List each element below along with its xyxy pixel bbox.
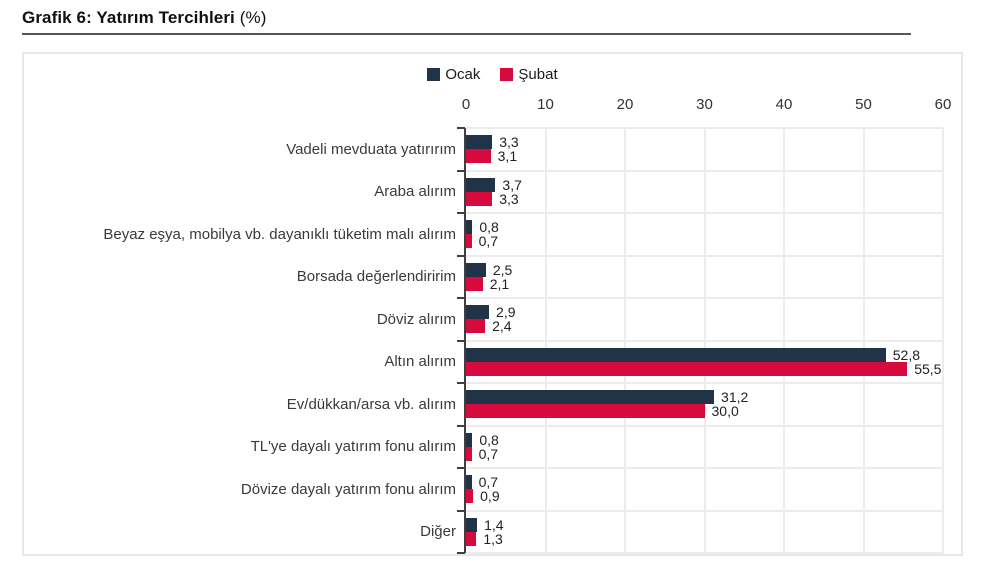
value-label: 3,1: [497, 148, 518, 165]
gridline-horizontal: [466, 127, 943, 129]
gridline-horizontal: [466, 424, 943, 427]
value-label: 52,8: [892, 346, 920, 363]
x-axis-tick-label: 30: [696, 96, 713, 113]
gridline-horizontal: [466, 382, 943, 384]
bar-subat: [466, 276, 483, 291]
category-label: Dövize dayalı yatırım fonu alırım: [240, 480, 456, 498]
bar-ocak: [466, 177, 496, 192]
x-axis-tick-label: 20: [616, 96, 634, 113]
value-label: 2,5: [492, 261, 513, 278]
bar-ocak: [466, 347, 886, 362]
value-label: 0,7: [478, 474, 499, 491]
bar-subat: [466, 404, 705, 419]
gridline-horizontal: [466, 254, 943, 257]
y-axis-tick: [457, 297, 465, 299]
value-label: 0,7: [478, 445, 499, 462]
y-axis-tick: [457, 509, 465, 512]
bar-subat: [466, 149, 491, 164]
category-label: Altın alırım: [384, 353, 456, 371]
plot-area: 3,3 3,1 3,7 3,3 0,8 0,7 2,5 2,1 2,9 2,4 52,8 55,5 31…: [457, 127, 944, 554]
bar-ocak: [466, 475, 472, 490]
y-axis-tick: [457, 467, 465, 469]
bar-subat: [466, 489, 474, 504]
x-axis-tick-label: 60: [934, 96, 952, 113]
category-label: Araba alırım: [374, 183, 456, 201]
bar-ocak: [466, 220, 473, 235]
value-label: 0,8: [479, 431, 499, 448]
category-label: Ev/dükkan/arsa vb. alırım: [286, 395, 456, 413]
title-underline: [22, 33, 911, 35]
bar-ocak: [466, 305, 490, 320]
value-label: 2,1: [489, 275, 510, 292]
y-axis-tick: [457, 424, 465, 427]
legend: Ocak Şubat: [24, 66, 961, 83]
bar-subat: [466, 446, 472, 461]
chart-title-main: Grafik 6: Yatırım Tercihleri: [22, 8, 235, 27]
gridline-horizontal: [466, 509, 943, 512]
category-label: Vadeli mevduata yatırırım: [286, 140, 456, 158]
value-label: 30,0: [711, 403, 739, 420]
gridline-horizontal: [466, 297, 943, 299]
value-label: 3,3: [499, 134, 519, 151]
bar-subat: [466, 234, 472, 249]
x-axis-tick-label: 50: [855, 96, 872, 113]
category-label: Döviz alırım: [376, 310, 456, 328]
legend-label-subat: Şubat: [518, 66, 558, 83]
gridline-horizontal: [466, 339, 943, 342]
category-label: TL'ye dayalı yatırım fonu alırım: [250, 438, 456, 456]
gridline-vertical: [942, 128, 944, 553]
value-label: 0,8: [479, 219, 499, 236]
value-label: 0,9: [480, 488, 500, 505]
x-axis-tick-label: 40: [775, 96, 793, 113]
bar-ocak: [466, 262, 486, 277]
bar-subat: [466, 191, 493, 206]
gridline-horizontal: [466, 467, 943, 469]
chart-frame: Ocak Şubat 3,3 3,1 3,7 3,3 0,8 0,7 2,5 2,1 2,9 2,…: [22, 52, 963, 556]
value-label: 1,3: [483, 530, 503, 547]
y-axis-tick: [457, 127, 465, 129]
y-axis-line: [464, 128, 466, 553]
chart-title: Grafik 6: Yatırım Tercihleri (%): [22, 8, 266, 28]
y-axis-tick: [457, 169, 465, 172]
value-label: 1,4: [484, 516, 504, 533]
legend-swatch-ocak: [427, 68, 441, 81]
y-axis-tick: [457, 339, 465, 342]
gridline-horizontal: [466, 212, 943, 214]
value-label: 55,5: [914, 360, 942, 377]
value-label: 2,4: [492, 318, 512, 335]
category-label: Borsada değerlendiririm: [296, 268, 456, 286]
bar-ocak: [466, 390, 715, 405]
value-label: 2,9: [496, 304, 516, 321]
value-label: 0,7: [478, 233, 499, 250]
x-axis-tick-label: 0: [461, 96, 471, 113]
category-label: Beyaz eşya, mobilya vb. dayanıklı tüketi…: [103, 225, 456, 243]
legend-label-ocak: Ocak: [445, 66, 481, 83]
y-axis-tick: [457, 382, 465, 384]
value-label: 3,7: [502, 176, 522, 193]
category-label: Diğer: [420, 523, 456, 541]
bar-subat: [466, 531, 477, 546]
legend-swatch-subat: [500, 68, 514, 81]
y-axis-tick: [457, 212, 465, 214]
value-label: 3,3: [499, 190, 519, 207]
y-axis-tick: [457, 552, 465, 554]
chart-title-unit: (%): [239, 8, 267, 27]
bar-subat: [466, 319, 486, 334]
bar-ocak: [466, 432, 473, 447]
bar-ocak: [466, 517, 478, 532]
value-label: 31,2: [721, 389, 749, 406]
x-axis-tick-label: 10: [537, 96, 554, 113]
bar-ocak: [466, 135, 493, 150]
gridline-horizontal: [466, 552, 943, 554]
legend-item-ocak: Ocak: [427, 66, 480, 83]
bar-subat: [466, 361, 908, 376]
legend-item-subat: Şubat: [500, 66, 558, 83]
y-axis-tick: [457, 254, 465, 257]
gridline-horizontal: [466, 169, 943, 172]
